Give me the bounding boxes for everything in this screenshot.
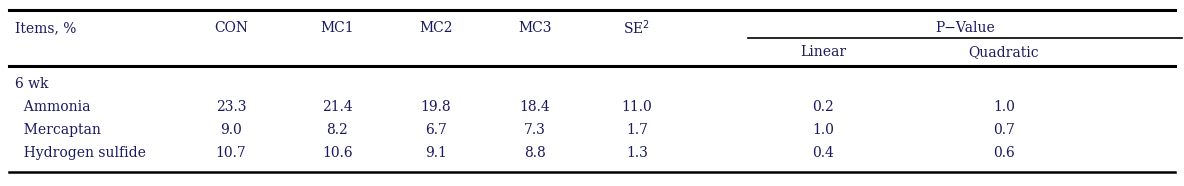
- Text: 10.7: 10.7: [215, 146, 246, 160]
- Text: P−Value: P−Value: [935, 21, 995, 35]
- Text: 0.2: 0.2: [812, 100, 834, 114]
- Text: 8.2: 8.2: [327, 123, 348, 137]
- Text: 19.8: 19.8: [420, 100, 451, 114]
- Text: 1.0: 1.0: [993, 100, 1015, 114]
- Text: 9.1: 9.1: [425, 146, 446, 160]
- Text: 0.4: 0.4: [812, 146, 834, 160]
- Text: 6 wk: 6 wk: [15, 77, 49, 91]
- Text: 9.0: 9.0: [220, 123, 242, 137]
- Text: 21.4: 21.4: [322, 100, 353, 114]
- Text: CON: CON: [214, 21, 247, 35]
- Text: 18.4: 18.4: [520, 100, 551, 114]
- Text: 10.6: 10.6: [322, 146, 353, 160]
- Text: Mercaptan: Mercaptan: [15, 123, 102, 137]
- Text: 1.3: 1.3: [626, 146, 648, 160]
- Text: Items, %: Items, %: [15, 21, 77, 35]
- Text: Linear: Linear: [800, 45, 845, 59]
- Text: 8.8: 8.8: [525, 146, 546, 160]
- Text: 1.7: 1.7: [626, 123, 648, 137]
- Text: 0.6: 0.6: [993, 146, 1015, 160]
- Text: 11.0: 11.0: [622, 100, 652, 114]
- Text: 23.3: 23.3: [215, 100, 246, 114]
- Text: MC1: MC1: [321, 21, 354, 35]
- Text: 0.7: 0.7: [993, 123, 1015, 137]
- Text: 1.0: 1.0: [812, 123, 834, 137]
- Text: Quadratic: Quadratic: [969, 45, 1040, 59]
- Text: Hydrogen sulfide: Hydrogen sulfide: [15, 146, 147, 160]
- Text: 7.3: 7.3: [525, 123, 546, 137]
- Text: 6.7: 6.7: [425, 123, 446, 137]
- Text: MC3: MC3: [519, 21, 552, 35]
- Text: Ammonia: Ammonia: [15, 100, 91, 114]
- Text: SE$^{2}$: SE$^{2}$: [624, 19, 650, 37]
- Text: MC2: MC2: [419, 21, 452, 35]
